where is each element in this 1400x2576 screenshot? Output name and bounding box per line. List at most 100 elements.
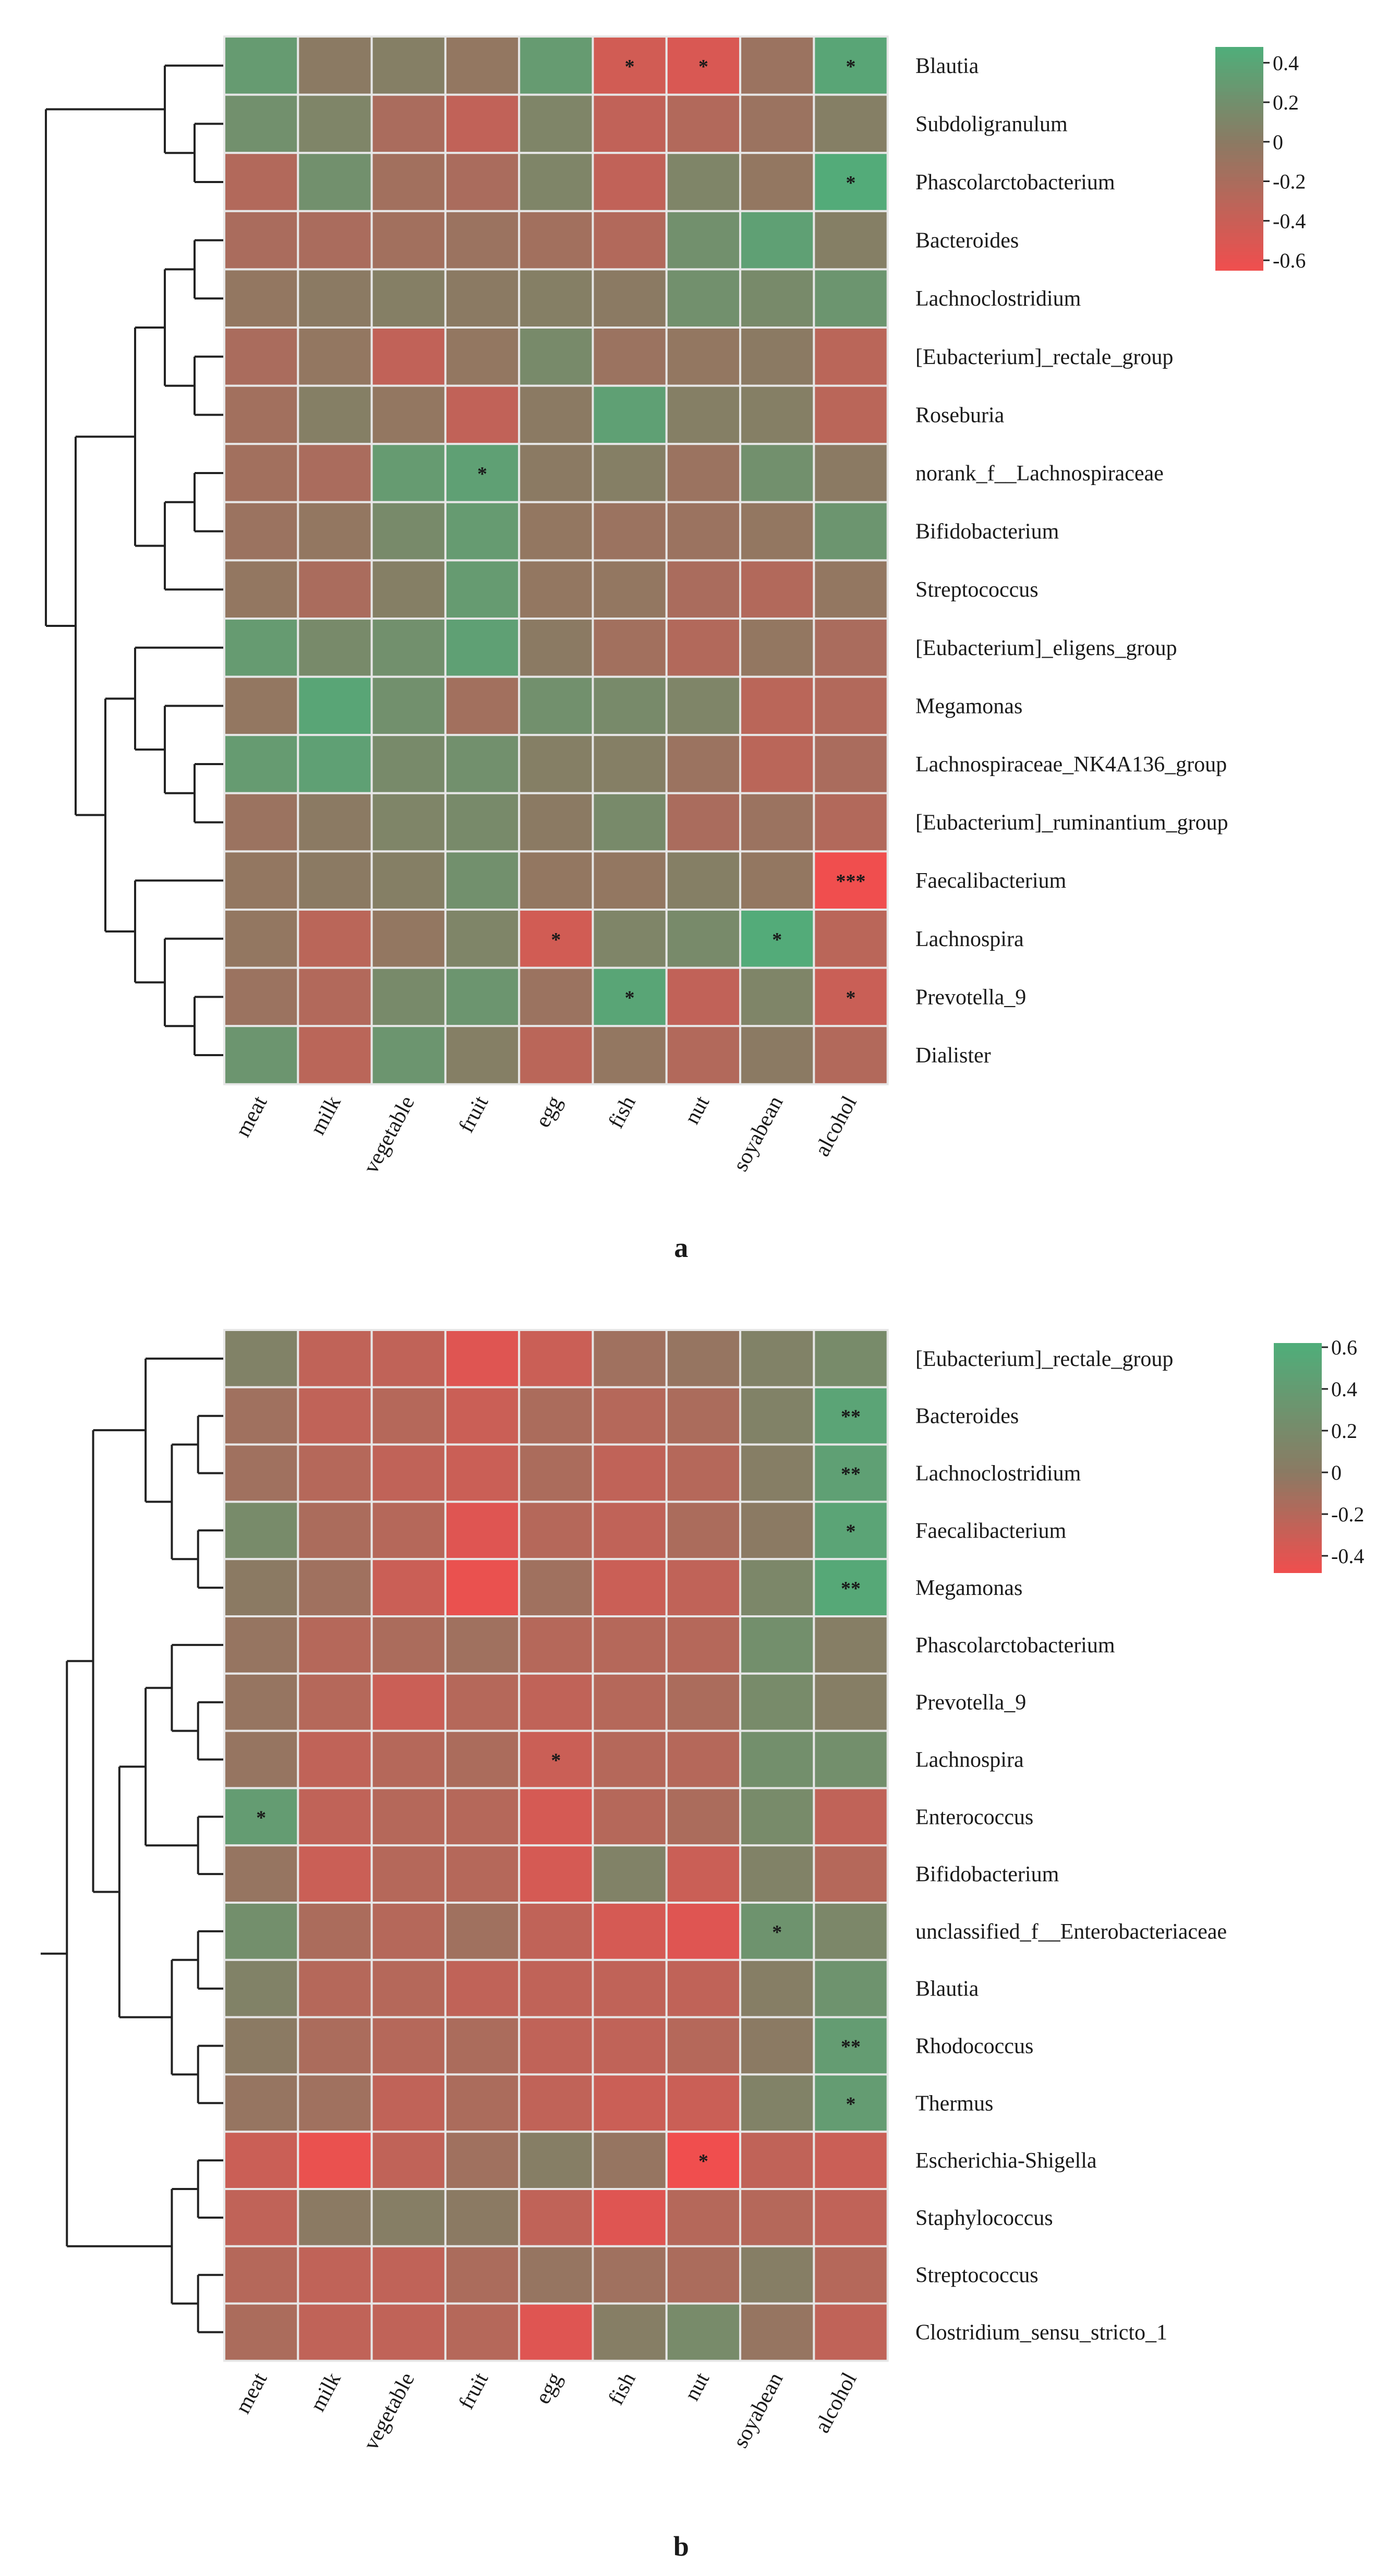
colorbar-segment: [1215, 199, 1263, 204]
heatmap-cell: [444, 2188, 521, 2247]
colorbar-segment: [1274, 1522, 1322, 1527]
colorbar-segment: [1215, 233, 1263, 237]
heatmap-cell: [297, 210, 373, 271]
colorbar-segment: [1274, 1488, 1322, 1493]
colorbar-segment: [1274, 1530, 1322, 1535]
heatmap-cell: [665, 384, 742, 445]
column-label: alcohol: [810, 2368, 862, 2437]
heatmap-cell: [370, 1615, 446, 1675]
colorbar-segment: [1215, 203, 1263, 208]
heatmap-cell: [739, 1386, 815, 1446]
heatmap-cell: [370, 1844, 446, 1904]
colorbar-segment: [1274, 1557, 1322, 1562]
colorbar: 0.4 0.2 0 -0.2 -0.4 -0.6: [1215, 47, 1306, 272]
heatmap-cell: [592, 792, 668, 853]
heatmap-cell: [370, 443, 446, 503]
heatmap-cell: [370, 2131, 446, 2190]
heatmap-cell: [297, 559, 373, 620]
heatmap-cell: [813, 675, 889, 736]
heatmap-cell: [813, 35, 889, 96]
colorbar-segment: [1215, 69, 1263, 74]
heatmap-cell: [518, 35, 594, 96]
colorbar-segment: [1274, 1473, 1322, 1478]
row-label: Prevotella_9: [915, 1691, 1026, 1715]
colorbar-segment: [1215, 255, 1263, 260]
heatmap-cell: [592, 1958, 668, 2018]
row-label: [Eubacterium]_rectale_group: [915, 1347, 1173, 1371]
heatmap-cell: [739, 675, 815, 736]
heatmap-cell: [444, 1672, 521, 1732]
heatmap-cell: [444, 618, 521, 678]
heatmap-cell: [518, 909, 594, 969]
heatmap-cell: [665, 1501, 742, 1561]
heatmap-cell: [739, 2245, 815, 2305]
heatmap-cell: [665, 2188, 742, 2247]
heatmap-cell: [739, 384, 815, 445]
heatmap-cell: [444, 2073, 521, 2133]
heatmap-cell: [592, 2016, 668, 2076]
heatmap-cell: [297, 268, 373, 329]
heatmap-cell: [223, 2073, 299, 2133]
heatmap-cell: [739, 2131, 815, 2190]
heatmap-cell: [444, 268, 521, 329]
colorbar-segment: [1215, 162, 1263, 167]
heatmap-cell: [813, 1443, 889, 1503]
heatmap-cell: [297, 1787, 373, 1847]
heatmap-cell: [223, 792, 299, 853]
heatmap-cell: [813, 1902, 889, 1961]
colorbar-segment: [1215, 266, 1263, 271]
colorbar-segment: [1274, 1427, 1322, 1432]
row-label: Phascolarctobacterium: [915, 171, 1115, 195]
colorbar-segment: [1215, 170, 1263, 174]
column-label: alcohol: [810, 1092, 862, 1160]
heatmap-cell: [813, 268, 889, 329]
heatmap-cell: [813, 618, 889, 678]
column-label: fish: [604, 2368, 641, 2409]
row-label: Faecalibacterium: [915, 1519, 1067, 1543]
column-label: soyabean: [729, 2368, 788, 2452]
heatmap-cell: [444, 734, 521, 794]
heatmap-cell: [444, 1958, 521, 2018]
colorbar-segment: [1215, 240, 1263, 245]
heatmap-cell: [297, 2016, 373, 2076]
heatmap-cell: [518, 2188, 594, 2247]
colorbar-segment: [1215, 77, 1263, 81]
colorbar-segment: [1215, 248, 1263, 252]
colorbar-tick-label: 0: [1331, 1461, 1342, 1484]
column-label: soyabean: [729, 1092, 788, 1176]
heatmap-cell: [592, 2245, 668, 2305]
row-label: Bifidobacterium: [915, 520, 1059, 544]
heatmap-cell: [297, 675, 373, 736]
heatmap-panel-a: * * ******* ** * BlautiaSubdoligranulumPhasc…: [45, 35, 1306, 1263]
significance-star: **: [841, 1406, 861, 1428]
heatmap-cell: [739, 1329, 815, 1388]
heatmap-cell: [739, 2073, 815, 2133]
colorbar-segment: [1274, 1370, 1322, 1374]
heatmap-cell: [739, 152, 815, 212]
heatmap-cell: [444, 1501, 521, 1561]
colorbar-segment: [1215, 125, 1263, 129]
colorbar-segment: [1215, 210, 1263, 215]
heatmap-cell: [297, 2131, 373, 2190]
heatmap-cell: [592, 326, 668, 387]
heatmap-cell: [444, 1329, 521, 1388]
heatmap-cell: [592, 1329, 668, 1388]
heatmap-cell: [592, 2073, 668, 2133]
colorbar-segment: [1215, 128, 1263, 134]
heatmap-cell: [739, 734, 815, 794]
significance-star: *: [772, 929, 782, 951]
colorbar-segment: [1215, 106, 1263, 111]
heatmap-cell: [592, 1443, 668, 1503]
heatmap-cell: [665, 2302, 742, 2362]
colorbar-segment: [1215, 207, 1263, 211]
heatmap-cell: [518, 1672, 594, 1732]
heatmap-cell: [223, 326, 299, 387]
heatmap-cell: [813, 384, 889, 445]
colorbar-segment: [1274, 1404, 1322, 1409]
heatmap-cell: [223, 152, 299, 212]
heatmap-cell: [223, 2131, 299, 2190]
colorbar-segment: [1274, 1431, 1322, 1435]
column-label: fish: [604, 1092, 641, 1132]
significance-star: **: [841, 2036, 861, 2058]
